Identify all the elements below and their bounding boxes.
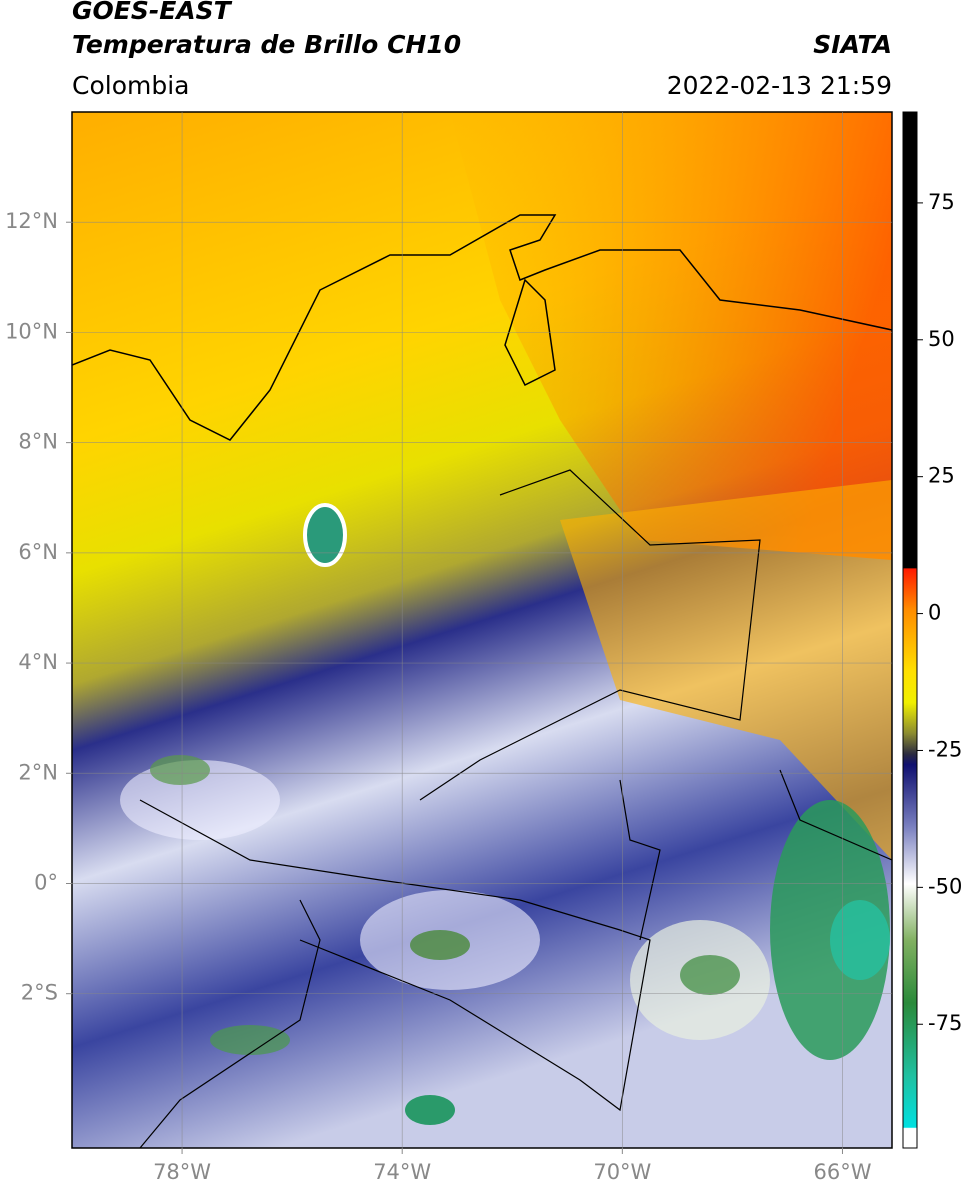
- source: SIATA: [813, 30, 892, 59]
- map-frame: [71, 111, 893, 1149]
- colorbar-tick-label: -75: [928, 1011, 962, 1035]
- y-tick-label: 4°N: [18, 650, 58, 674]
- colorbar-tick-label: -25: [928, 737, 962, 761]
- colorbar: [902, 111, 918, 1149]
- x-tick-label: 66°W: [813, 1160, 871, 1184]
- title: GOES-EAST: [72, 0, 233, 25]
- subtitle: Temperatura de Brillo CH10: [72, 30, 461, 59]
- colorbar-tick-label: 50: [928, 327, 955, 351]
- y-tick-label: 8°N: [18, 430, 58, 454]
- colorbar-tick-label: 75: [928, 190, 955, 214]
- region: Colombia: [72, 71, 189, 100]
- timestamp: 2022-02-13 21:59: [667, 71, 892, 100]
- y-tick-label: 12°N: [5, 209, 58, 233]
- y-tick-label: 0°: [34, 870, 58, 894]
- y-tick-label: 10°N: [5, 319, 58, 343]
- y-tick-label: 2°S: [21, 981, 58, 1005]
- y-tick-label: 6°N: [18, 540, 58, 564]
- colorbar-tick-label: 0: [928, 601, 941, 625]
- x-tick-label: 70°W: [593, 1160, 651, 1184]
- imagery: [72, 112, 892, 1148]
- colorbar-tick-label: -50: [928, 874, 962, 898]
- x-tick-label: 74°W: [373, 1160, 431, 1184]
- x-tick-label: 78°W: [153, 1160, 211, 1184]
- y-tick-label: 2°N: [18, 760, 58, 784]
- colorbar-tick-label: 25: [928, 464, 955, 488]
